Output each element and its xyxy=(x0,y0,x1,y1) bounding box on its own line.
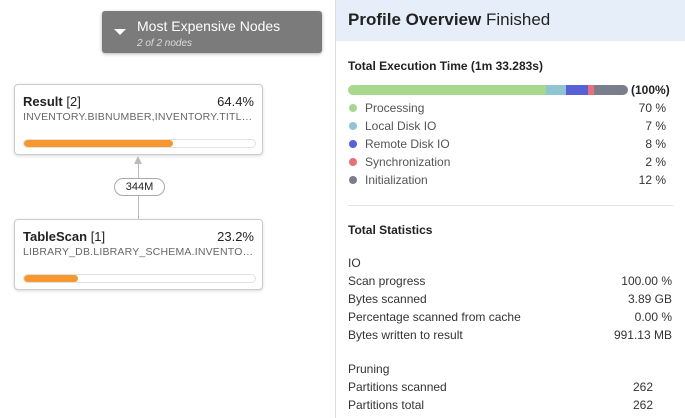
stat-value: 3.89 GB xyxy=(627,292,672,306)
status-text: Finished xyxy=(485,10,551,29)
stat-label: Scan progress xyxy=(348,274,426,288)
node-id: [2] xyxy=(66,94,81,109)
legend-value: 7 % xyxy=(645,119,666,133)
legend-value: 8 % xyxy=(645,137,666,151)
legend-item: Initialization 12 % xyxy=(348,171,666,189)
total-statistics-title: Total Statistics xyxy=(348,223,433,237)
legend-dot-icon xyxy=(349,122,357,130)
node-percent: 23.2% xyxy=(217,229,254,244)
divider xyxy=(348,205,673,206)
most-expensive-count: 2 of 2 nodes xyxy=(137,38,193,49)
execution-total-percent: (100%) xyxy=(631,83,670,97)
edge-row-count[interactable]: 344M xyxy=(114,178,165,196)
stat-label: Bytes scanned xyxy=(348,292,427,306)
execution-time-bar xyxy=(348,85,628,95)
stat-value: 100.00 % xyxy=(621,274,672,288)
stat-value: 262 xyxy=(632,398,653,412)
stat-row: Scan progress 100.00 % xyxy=(348,272,672,290)
legend-label: Local Disk IO xyxy=(365,119,437,133)
legend-value: 12 % xyxy=(638,173,666,187)
panel-title: Profile Overview xyxy=(348,10,482,29)
execution-segment-3 xyxy=(588,85,595,95)
io-title: IO xyxy=(348,256,361,270)
stat-value: 262 xyxy=(632,380,653,394)
node-id: [1] xyxy=(90,229,106,244)
execution-segment-2 xyxy=(565,85,589,95)
caret-down-icon xyxy=(114,29,126,35)
stat-row: Bytes written to result 991.13 MB xyxy=(348,326,672,344)
legend-dot-icon xyxy=(349,140,357,148)
node-percent: 64.4% xyxy=(217,94,254,109)
node-detail: INVENTORY.BIBNUMBER,INVENTORY.TITLE... xyxy=(23,111,255,123)
edge-arrow-icon xyxy=(134,156,142,164)
stat-label: Bytes written to result xyxy=(348,328,463,342)
legend-label: Processing xyxy=(365,101,425,115)
most-expensive-nodes-toggle[interactable]: Most Expensive Nodes 2 of 2 nodes xyxy=(102,11,322,53)
legend-value: 70 % xyxy=(638,101,666,115)
legend-item: Local Disk IO 7 % xyxy=(348,117,666,135)
stat-label: Partitions total xyxy=(348,398,425,412)
legend-label: Initialization xyxy=(365,173,428,187)
node-tablescan[interactable]: TableScan [1] 23.2% LIBRARY_DB.LIBRARY_S… xyxy=(14,219,263,290)
most-expensive-title: Most Expensive Nodes xyxy=(137,18,281,34)
panel-header: Profile Overview Finished xyxy=(336,0,685,41)
stat-row: Partitions scanned 262 xyxy=(348,378,653,396)
stat-label: Percentage scanned from cache xyxy=(348,310,521,324)
legend-label: Remote Disk IO xyxy=(365,137,450,151)
node-name: Result [2] xyxy=(23,94,81,109)
execution-segment-4 xyxy=(594,85,628,95)
execution-time-title: Total Execution Time (1m 33.283s) xyxy=(348,59,543,73)
legend-value: 2 % xyxy=(645,155,666,169)
legend-item: Processing 70 % xyxy=(348,99,666,117)
legend-dot-icon xyxy=(349,104,357,112)
node-progress-fill xyxy=(24,275,78,282)
legend-item: Remote Disk IO 8 % xyxy=(348,135,666,153)
node-title: TableScan xyxy=(23,229,88,244)
node-name: TableScan [1] xyxy=(23,229,105,244)
stat-row: Percentage scanned from cache 0.00 % xyxy=(348,308,672,326)
legend-dot-icon xyxy=(349,176,357,184)
stat-label: Partitions scanned xyxy=(348,380,447,394)
execution-segment-1 xyxy=(545,85,566,95)
execution-segment-0 xyxy=(348,85,546,95)
pruning-title: Pruning xyxy=(348,362,390,376)
stat-value: 991.13 MB xyxy=(613,328,672,342)
node-progress-fill xyxy=(24,140,173,147)
legend-dot-icon xyxy=(349,158,357,166)
node-detail: LIBRARY_DB.LIBRARY_SCHEMA.INVENTORY xyxy=(23,246,255,258)
node-title: Result xyxy=(23,94,63,109)
stat-value: 0.00 % xyxy=(634,310,672,324)
legend-item: Synchronization 2 % xyxy=(348,153,666,171)
legend-label: Synchronization xyxy=(365,155,451,169)
node-progress-bar xyxy=(23,274,256,283)
profile-overview-panel: Profile Overview Finished Total Executio… xyxy=(335,0,685,418)
query-graph-panel: Most Expensive Nodes 2 of 2 nodes Result… xyxy=(0,0,335,418)
stat-row: Partitions total 262 xyxy=(348,396,653,414)
node-result[interactable]: Result [2] 64.4% INVENTORY.BIBNUMBER,INV… xyxy=(14,84,263,155)
stat-row: Bytes scanned 3.89 GB xyxy=(348,290,672,308)
node-progress-bar xyxy=(23,139,256,148)
